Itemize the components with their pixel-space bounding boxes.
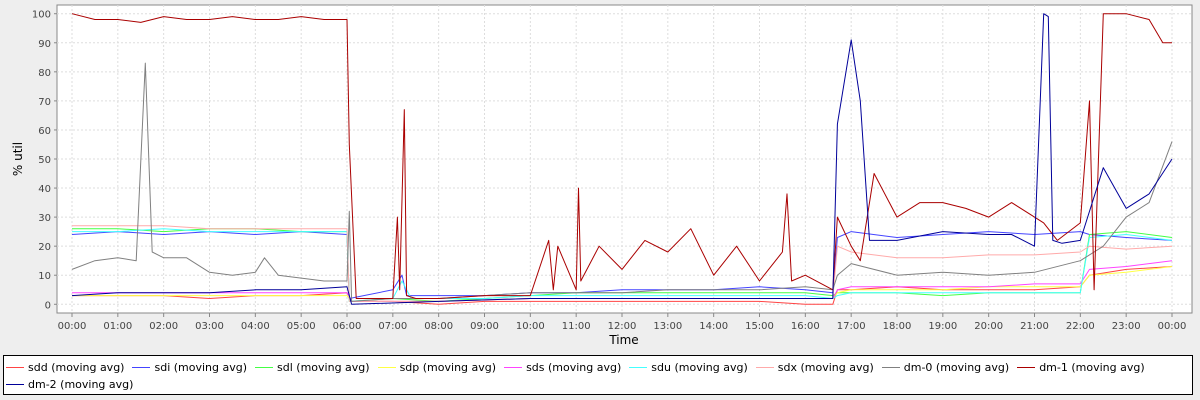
y-tick-label: 20 [38,242,51,253]
x-tick-label: 11:00 [562,321,591,332]
x-tick-label: 07:00 [378,321,407,332]
x-tick-label: 21:00 [1020,321,1049,332]
legend-label: dm-1 (moving avg) [1039,361,1145,374]
x-axis-label: Time [608,333,638,347]
x-tick-label: 18:00 [883,321,912,332]
y-axis-label: % util [11,142,25,176]
x-tick-label: 12:00 [608,321,637,332]
y-tick-label: 50 [38,155,51,166]
y-tick-label: 0 [45,300,51,311]
legend-item: sdp (moving avg) [377,361,497,374]
legend-swatch [755,367,774,368]
legend-swatch [1017,367,1036,368]
legend-label: sdu (moving avg) [651,361,748,374]
legend-swatch [6,367,24,368]
x-tick-label: 01:00 [103,321,132,332]
x-tick-label: 00:00 [58,321,87,332]
legend-item: dm-0 (moving avg) [881,361,1010,374]
legend-label: dm-2 (moving avg) [28,378,134,391]
legend-swatch [881,367,900,368]
legend: sdd (moving avg) sdi (moving avg) sdl (mov… [3,355,1193,395]
x-tick-label: 19:00 [928,321,957,332]
legend-row: dm-2 (moving avg) [6,376,1192,393]
legend-label: sdp (moving avg) [399,361,497,374]
x-tick-label: 09:00 [470,321,499,332]
y-tick-label: 70 [38,97,51,108]
legend-item: sdl (moving avg) [255,361,370,374]
x-tick-label: 03:00 [195,321,224,332]
legend-swatch [132,367,151,368]
legend-swatch [6,384,24,385]
x-tick-label: 02:00 [149,321,178,332]
series-line-dm-1 [71,13,1172,299]
x-tick-label: 04:00 [241,321,270,332]
x-tick-label: 13:00 [653,321,682,332]
legend-row: sdd (moving avg) sdi (moving avg) sdl (mov… [6,359,1192,376]
x-tick-label: 17:00 [837,321,866,332]
axes: 0 10 20 30 40 50 60 70 80 90 100 00:00 01:00 02:00 03:… [32,10,1187,332]
legend-label: sdx (moving avg) [777,361,874,374]
legend-label: sdd (moving avg) [28,361,125,374]
legend-item: dm-2 (moving avg) [6,378,133,391]
legend-label: dm-0 (moving avg) [903,361,1010,374]
y-tick-label: 80 [38,68,51,79]
x-tick-label: 20:00 [974,321,1003,332]
series-line-sdu [72,228,1173,302]
x-tick-label: 15:00 [745,321,774,332]
gridlines [57,5,1192,313]
legend-swatch [504,367,523,368]
legend-item: sdd (moving avg) [6,361,124,374]
x-tick-label: 14:00 [699,321,728,332]
x-tick-label: 05:00 [287,321,316,332]
line-chart: 0 10 20 30 40 50 60 70 80 90 100 00:00 01:00 02:00 03:… [11,4,1193,347]
legend-label: sdi (moving avg) [154,361,248,374]
x-tick-label: 22:00 [1066,321,1095,332]
x-tick-label: 16:00 [791,321,820,332]
y-tick-label: 10 [38,271,51,282]
x-tick-label: 10:00 [516,321,545,332]
series-lines [71,13,1173,305]
y-tick-label: 60 [38,126,51,137]
legend-label: sds (moving avg) [526,361,622,374]
legend-swatch [255,367,274,368]
y-tick-label: 30 [38,213,51,224]
legend-item: sdx (moving avg) [755,361,874,374]
legend-item: sdu (moving avg) [629,361,748,374]
legend-item: dm-1 (moving avg) [1017,361,1145,374]
legend-swatch [377,367,396,368]
y-tick-label: 100 [32,10,51,21]
legend-item: sdi (moving avg) [132,361,247,374]
y-tick-label: 90 [38,39,51,50]
series-line-dm-2 [71,13,1173,305]
x-tick-label: 00:00 [1158,321,1187,332]
x-tick-label: 08:00 [424,321,453,332]
legend-swatch [629,367,648,368]
x-tick-label: 23:00 [1112,321,1141,332]
legend-label: sdl (moving avg) [277,361,370,374]
legend-item: sds (moving avg) [504,361,621,374]
x-tick-label: 06:00 [333,321,362,332]
y-tick-label: 40 [38,184,51,195]
